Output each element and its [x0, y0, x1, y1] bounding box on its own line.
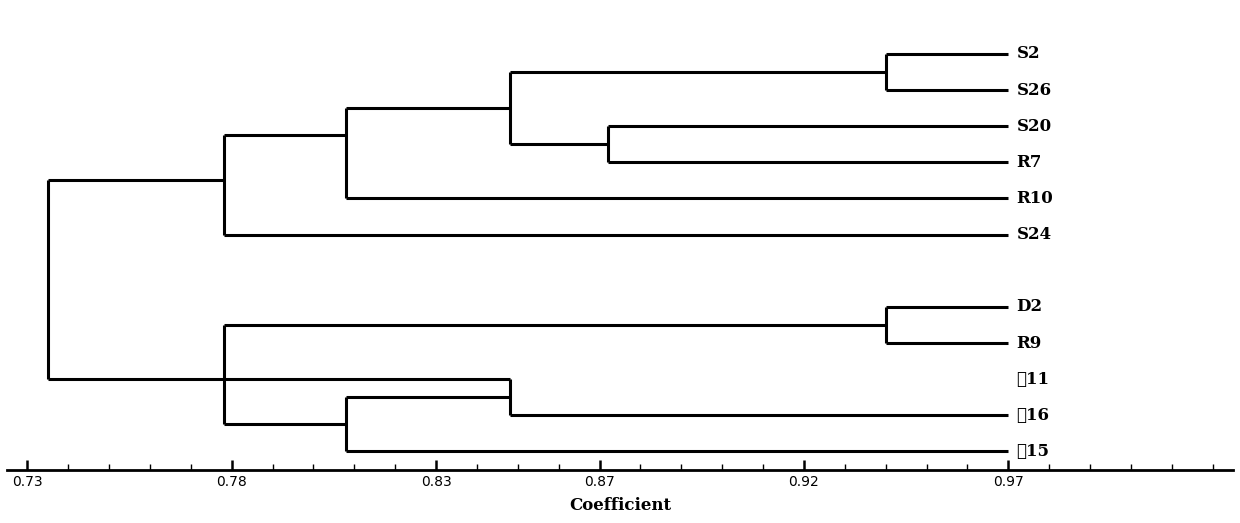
Text: S20: S20: [1017, 118, 1052, 135]
Text: S24: S24: [1017, 226, 1052, 243]
Text: R10: R10: [1017, 190, 1053, 207]
Text: 大11: 大11: [1017, 371, 1049, 388]
Text: 大16: 大16: [1017, 407, 1049, 424]
Text: S2: S2: [1017, 46, 1040, 62]
Text: D2: D2: [1017, 299, 1043, 315]
X-axis label: Coefficient: Coefficient: [569, 497, 671, 515]
Text: R7: R7: [1017, 154, 1042, 171]
Text: R9: R9: [1017, 335, 1042, 351]
Text: S26: S26: [1017, 82, 1052, 98]
Text: 大15: 大15: [1017, 443, 1049, 460]
